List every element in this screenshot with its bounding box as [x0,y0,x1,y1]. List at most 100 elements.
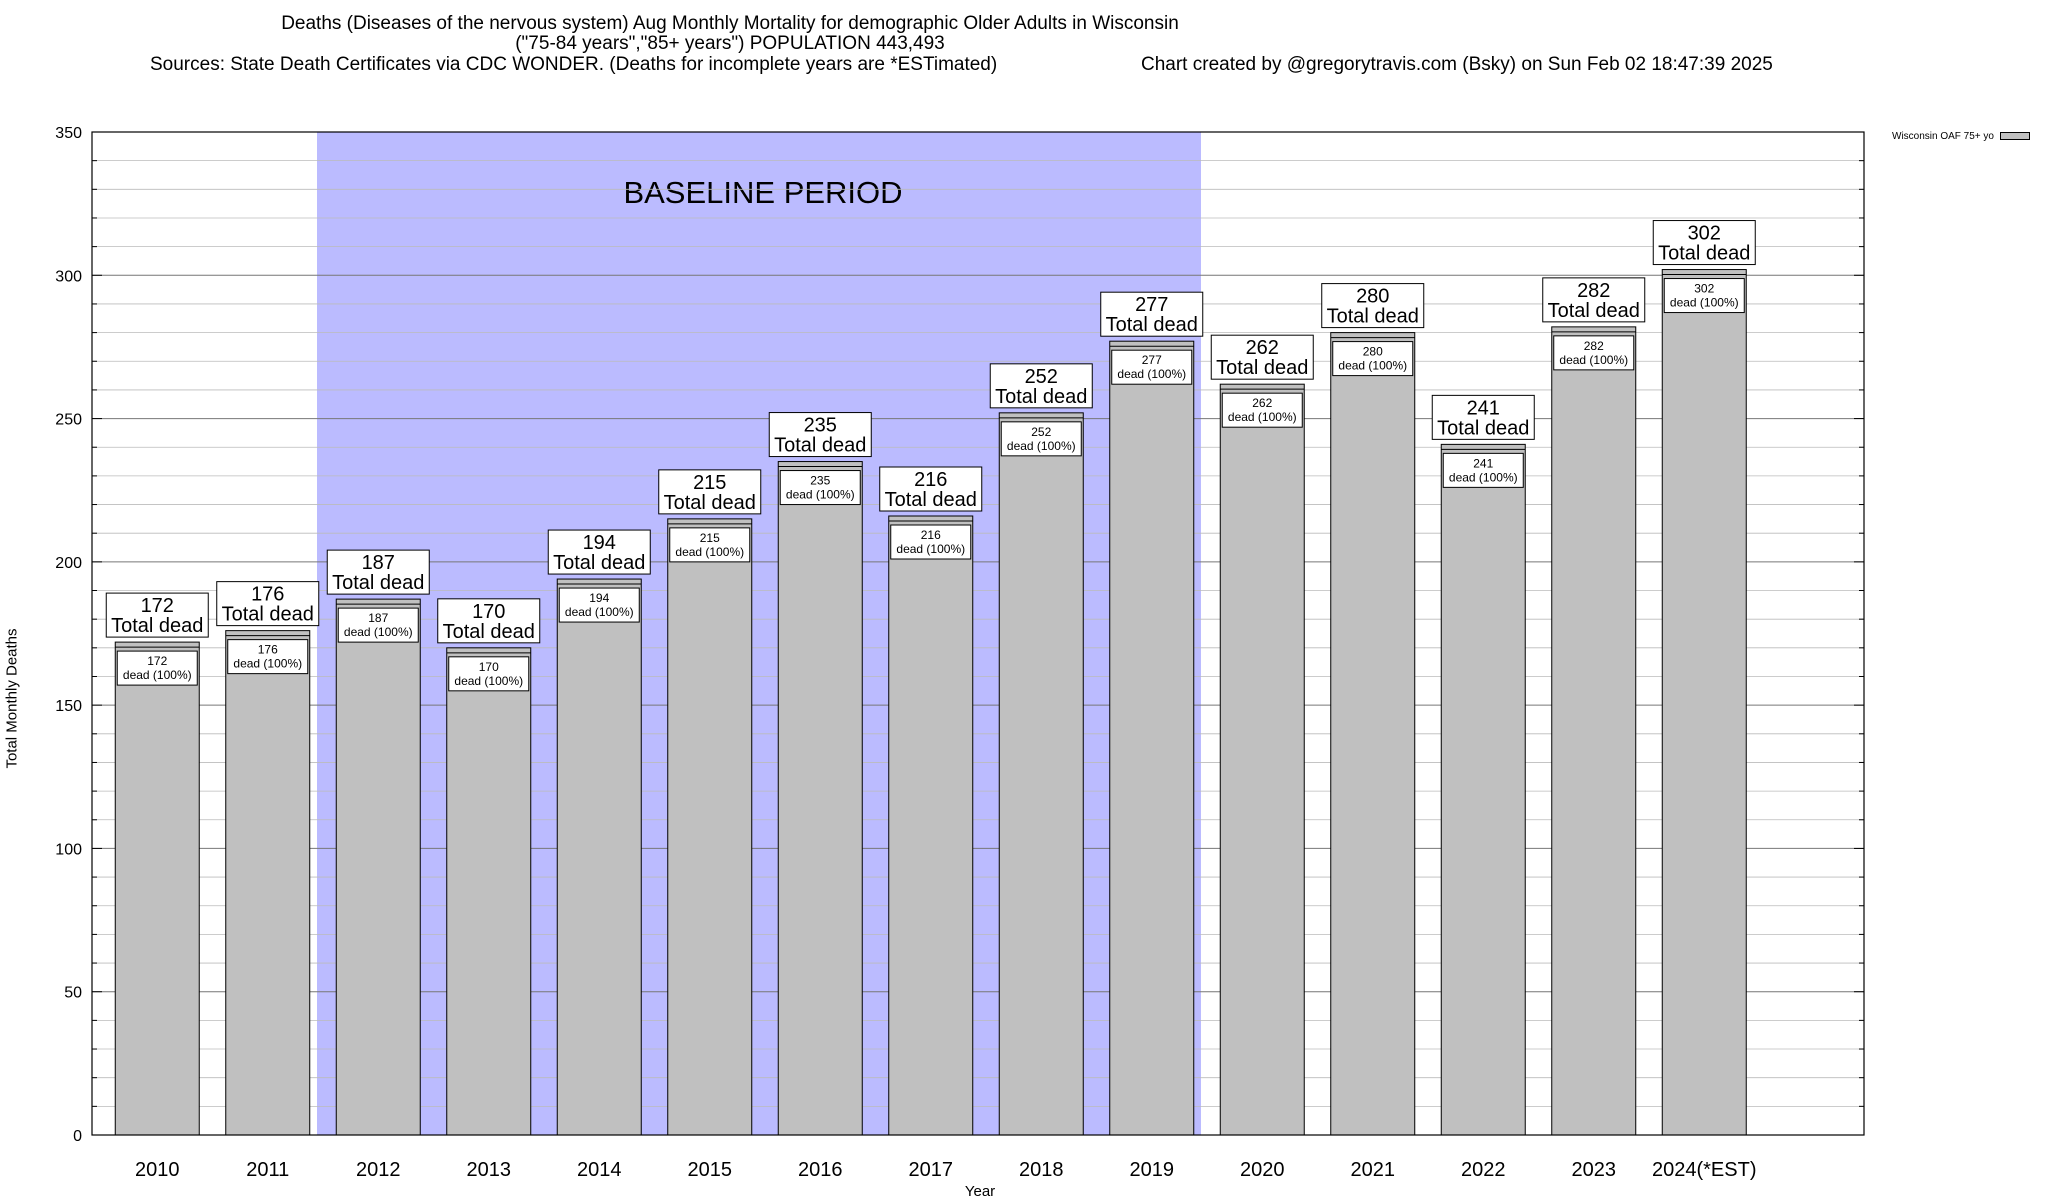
bar-inner-label-box [1221,392,1303,428]
bar-total-text: Total dead [774,435,866,457]
credit-note: Chart created by @gregorytravis.com (Bsk… [1141,54,1773,75]
bar-total-label-box [1542,277,1646,323]
bar-total-text: Total dead [1216,357,1308,379]
bar-inner-value: 280 [1363,345,1383,359]
bar-total-value: 277 [1135,294,1168,316]
x-tick-label: 2022 [1461,1159,1506,1181]
bar-inner-label-box [1000,421,1082,457]
y-axis-label: Total Monthly Deaths [3,628,21,769]
bar-total-text: Total dead [443,621,535,643]
y-tick-label: 200 [55,555,82,572]
bar-inner-value: 302 [1694,282,1714,296]
bar-total-value: 252 [1025,366,1058,388]
bar-total-value: 170 [472,601,505,623]
bar-total-text: Total dead [1658,243,1750,265]
x-tick-label: 2017 [909,1159,954,1181]
bar-inner-percent: dead (100%) [565,605,634,619]
bar-inner-percent: dead (100%) [1007,439,1076,453]
bar-inner-percent: dead (100%) [786,488,855,502]
bar-total-value: 241 [1467,397,1500,419]
bar [777,461,863,1136]
bar-total-value: 235 [804,415,837,437]
bar [998,412,1084,1136]
legend-label: Wisconsin OAF 75+ yo [1892,131,1994,142]
bar-total-text: Total dead [553,552,645,574]
bar-inner-percent: dead (100%) [1670,296,1739,310]
bar-total-label-box [989,363,1093,409]
bar-total-text: Total dead [995,386,1087,408]
bar-inner-percent: dead (100%) [454,674,523,688]
bar-total-text: Total dead [1327,306,1419,328]
bar-inner-value: 176 [258,643,278,657]
bar-inner-percent: dead (100%) [344,625,413,639]
bar-inner-label-box [1663,278,1745,314]
bar-total-label-box [768,412,872,458]
bar-inner-value: 277 [1142,353,1162,367]
bar-inner-percent: dead (100%) [123,668,192,682]
bar-inner-label-box [558,587,640,623]
bar-total-label-box [105,592,209,638]
bar-total-label-box [437,598,541,644]
bar-inner-value: 215 [700,531,720,545]
x-tick-label: 2014 [577,1159,622,1181]
x-tick-label: 2010 [135,1159,180,1181]
plot-frame [91,131,1865,1136]
bar-inner-label-box [779,470,861,506]
bar-inner-value: 252 [1031,425,1051,439]
bar-total-label-box [879,466,983,512]
bar-total-label-box [1100,291,1204,337]
bar [1440,443,1526,1136]
bar-inner-value: 282 [1584,339,1604,353]
bar-total-value: 187 [362,552,395,574]
y-tick-label: 150 [55,698,82,715]
bar [1661,269,1747,1136]
bar-total-value: 194 [583,532,616,554]
bar-total-value: 280 [1356,286,1389,308]
bar-total-text: Total dead [332,572,424,594]
chart-subtitle: ("75-84 years","85+ years") POPULATION 4… [515,33,945,54]
x-tick-label: 2015 [688,1159,733,1181]
bar [1551,326,1637,1136]
bar-inner-percent: dead (100%) [233,657,302,671]
legend: Wisconsin OAF 75+ yo [1892,131,2030,142]
bar-inner-label-box [448,656,530,692]
baseline-label: BASELINE PERIOD [623,175,902,210]
bar [1109,340,1195,1136]
bar-total-value: 216 [914,469,947,491]
legend-swatch [1999,132,2030,141]
bar-total-label-box [1431,394,1535,440]
x-axis-label: Year [964,1183,996,1200]
x-tick-label: 2024(*EST) [1652,1159,1757,1181]
bar-total-label-box [658,469,762,515]
x-tick-label: 2019 [1130,1159,1175,1181]
bar-total-text: Total dead [111,615,203,637]
bar-total-value: 302 [1688,223,1721,245]
x-tick-label: 2021 [1351,1159,1396,1181]
bar-inner-label-box [1553,335,1635,371]
bar-inner-label-box [227,639,309,675]
bar-inner-label-box [116,650,198,686]
chart-title: Deaths (Diseases of the nervous system) … [281,13,1179,34]
bar-inner-label-box [890,524,972,560]
bar-total-text: Total dead [1106,314,1198,336]
bar-total-label-box [1652,220,1756,266]
bar-inner-percent: dead (100%) [1228,410,1297,424]
bar [667,518,753,1136]
bar-total-text: Total dead [1548,300,1640,322]
bar-total-text: Total dead [664,492,756,514]
bar-inner-percent: dead (100%) [1559,353,1628,367]
bar-inner-label-box [1111,349,1193,385]
bar-inner-value: 216 [921,528,941,542]
bar-inner-value: 170 [479,660,499,674]
bar-inner-label-box [337,607,419,643]
bar-total-label-box [547,529,651,575]
y-tick-label: 350 [55,125,82,142]
bar-inner-percent: dead (100%) [1338,359,1407,373]
bar [1219,383,1305,1136]
bar [1330,332,1416,1136]
y-tick-label: 100 [55,841,82,858]
bar-inner-label-box [1442,452,1524,488]
bar-total-label-box [216,581,320,627]
bar-total-text: Total dead [885,489,977,511]
